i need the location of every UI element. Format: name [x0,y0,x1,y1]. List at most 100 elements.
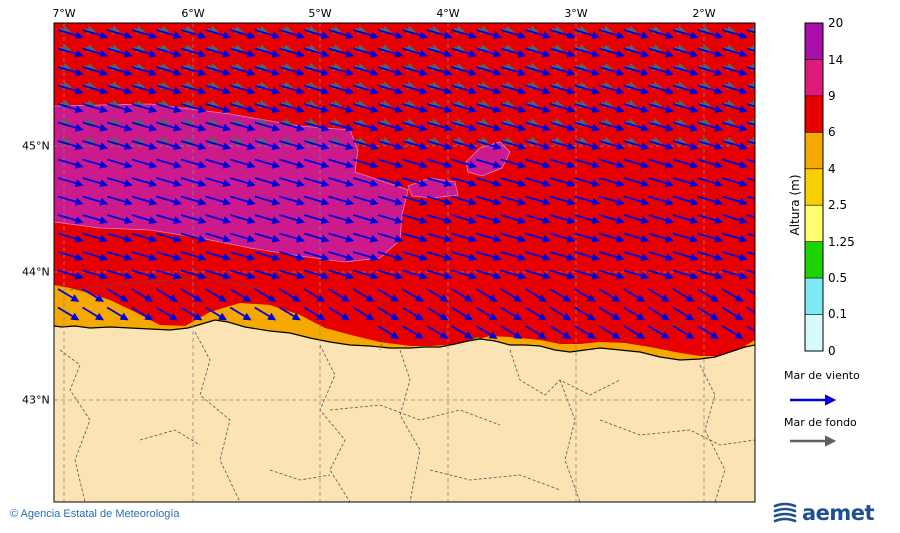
swell-arrow [281,62,294,72]
wind-sea-arrow [426,47,453,58]
wind-sea-arrow [746,269,755,274]
wind-sea-arrow [106,121,133,132]
wind-sea-arrow [623,325,646,339]
wind-sea-arrow [402,84,428,95]
swell-arrow [650,44,663,53]
wind-sea-arrow [746,177,755,182]
swell-arrow [650,62,663,72]
wind-sea-arrow [549,140,576,151]
swell-arrow [158,81,171,90]
wind-sea-arrow [549,288,572,302]
swell-arrow [502,136,515,146]
swell-arrow [354,62,367,72]
wind-sea-arrow [156,29,182,40]
wind-sea-arrow [598,251,625,262]
wind-sea-arrow [131,47,158,58]
wind-sea-arrow [303,140,330,151]
wind-sea-arrow [574,251,601,262]
wind-sea-arrow [451,140,478,151]
swell-arrow [84,25,97,35]
wind-sea-arrow [131,140,158,151]
wind-sea-arrow [426,29,453,40]
swell-arrow [674,62,687,72]
wind-sea-arrow [106,195,133,206]
wind-sea-arrow [672,251,699,262]
swell-arrow [133,118,146,127]
swell-arrow [305,44,318,53]
wind-sea-arrow [721,121,748,132]
swell-arrow [527,81,540,90]
wind-sea-arrow [156,84,182,95]
swell-arrow [354,118,367,127]
colorbar-tick: 0 [828,344,836,358]
wind-sea-arrow [254,195,281,206]
swell-arrow [625,44,638,53]
wind-sea-arrow [352,232,379,243]
wind-sea-arrow [623,140,650,151]
swell-arrow [674,99,687,109]
wind-sea-arrow [57,140,84,151]
wind-sea-arrow [180,140,207,151]
swell-arrow [207,62,220,72]
wind-sea-arrow [303,66,330,77]
wind-sea-arrow [352,84,379,95]
wind-sea-arrow [377,47,404,58]
wind-sea-arrow [672,269,699,280]
wind-sea-arrow [402,195,428,206]
colorbar-title: Altura (m) [788,174,802,236]
swell-arrow [748,118,755,127]
wind-sea-arrow [574,29,601,40]
wind-sea-arrow [180,66,207,77]
swell-arrow [502,99,515,109]
wind-sea-arrow [525,195,551,206]
swell-arrow [404,25,417,35]
swell-arrow [453,25,466,35]
wind-sea-arrow [303,84,330,95]
swell-arrow [674,136,687,146]
swell-arrow [379,99,392,109]
wind-sea-arrow [279,103,305,114]
swell-arrow [281,81,294,90]
wind-sea-arrow [525,84,551,95]
wind-sea-arrow [106,29,133,40]
wind-sea-arrow [721,84,748,95]
colorbar-tick: 1.25 [828,235,855,249]
wind-sea-arrow [598,29,625,40]
wind-sea-arrow [57,232,84,243]
swell-arrow [281,99,294,109]
wind-sea-arrow [303,195,330,206]
wind-sea-arrow [82,121,109,132]
wind-sea-arrow [328,195,355,206]
swell-arrow [256,44,269,53]
wind-sea-arrow [697,232,724,243]
wind-sea-arrow [697,177,724,188]
wind-sea-arrow [131,306,154,321]
wind-sea-arrow [156,103,182,114]
wind-sea-arrow [426,121,453,132]
wind-sea-arrow [525,66,551,77]
wind-sea-arrow [229,251,256,262]
swell-arrow [379,118,392,127]
wind-sea-arrow [254,84,281,95]
swell-arrow [428,118,441,127]
wind-sea-arrow [500,232,527,243]
wind-sea-arrow [82,288,104,302]
wind-sea-arrow [426,251,453,262]
wind-sea-arrow [131,214,158,225]
wind-sea-arrow [451,214,478,225]
wind-sea-arrow [746,288,755,295]
wind-sea-arrow [598,84,625,95]
wind-sea-arrow [303,29,330,40]
wind-sea-arrow [328,288,350,302]
wind-sea-arrow [697,29,724,40]
swell-arrow [84,44,97,53]
wind-sea-arrow [549,121,576,132]
wind-sea-arrow [106,66,133,77]
swell-arrow [231,99,244,109]
wind-sea-arrow [229,214,256,225]
wind-sea-arrow [328,306,350,321]
wind-sea-arrow [697,269,724,280]
wind-sea-arrow [721,251,748,262]
swell-arrow [477,62,490,72]
swell-arrow [108,81,121,90]
